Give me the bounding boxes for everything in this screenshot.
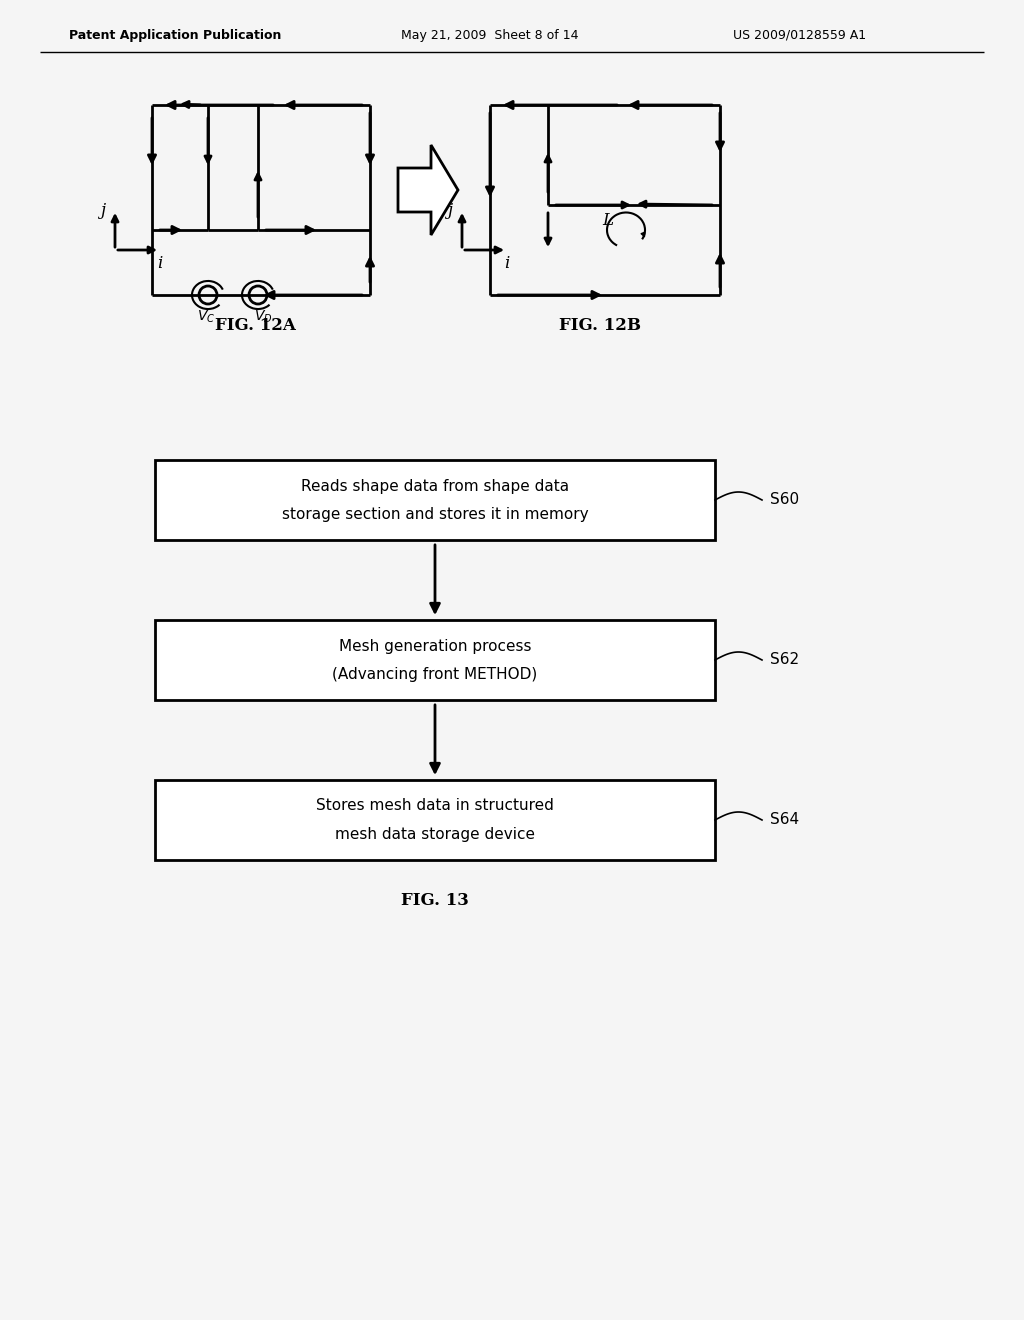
Text: L: L xyxy=(602,213,613,228)
Text: FIG. 12B: FIG. 12B xyxy=(559,317,641,334)
Text: Mesh generation process: Mesh generation process xyxy=(339,639,531,653)
Text: mesh data storage device: mesh data storage device xyxy=(335,826,535,842)
Text: $V_D$: $V_D$ xyxy=(254,309,272,326)
Text: j: j xyxy=(100,202,105,219)
Polygon shape xyxy=(398,145,458,235)
Text: Reads shape data from shape data: Reads shape data from shape data xyxy=(301,479,569,494)
Text: May 21, 2009  Sheet 8 of 14: May 21, 2009 Sheet 8 of 14 xyxy=(401,29,579,41)
Text: FIG. 12A: FIG. 12A xyxy=(215,317,296,334)
Bar xyxy=(155,620,715,700)
Text: i: i xyxy=(158,255,163,272)
Text: US 2009/0128559 A1: US 2009/0128559 A1 xyxy=(733,29,866,41)
Text: j: j xyxy=(447,202,453,219)
Text: Stores mesh data in structured: Stores mesh data in structured xyxy=(316,799,554,813)
Bar xyxy=(155,459,715,540)
Text: i: i xyxy=(504,255,510,272)
Text: Patent Application Publication: Patent Application Publication xyxy=(69,29,282,41)
Text: (Advancing front METHOD): (Advancing front METHOD) xyxy=(333,667,538,681)
Text: FIG. 13: FIG. 13 xyxy=(401,892,469,909)
Text: $V_C$: $V_C$ xyxy=(197,309,215,326)
Text: S60: S60 xyxy=(770,492,799,507)
Text: storage section and stores it in memory: storage section and stores it in memory xyxy=(282,507,589,521)
Text: S64: S64 xyxy=(770,813,799,828)
Text: S62: S62 xyxy=(770,652,799,668)
Bar xyxy=(155,780,715,861)
